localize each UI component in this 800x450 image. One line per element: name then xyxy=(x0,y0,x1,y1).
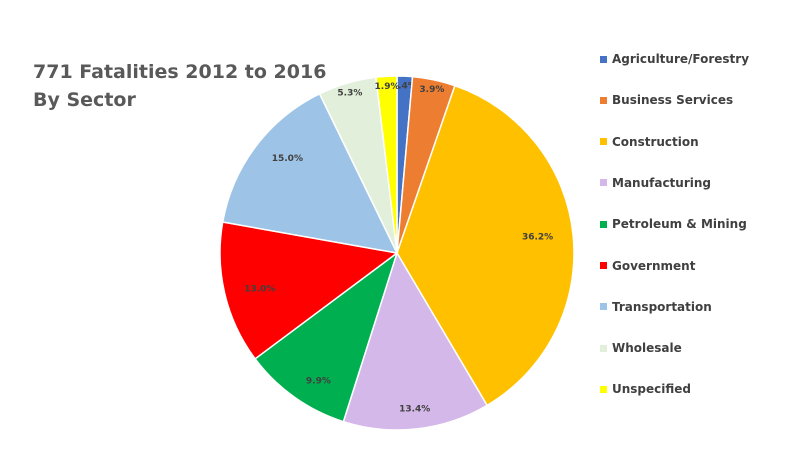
legend-label: Petroleum & Mining xyxy=(612,217,747,232)
data-label-agriculture-forestry: 1.4% xyxy=(392,82,417,92)
legend-swatch xyxy=(600,344,607,352)
legend-swatch xyxy=(600,55,607,63)
legend-swatch xyxy=(600,179,607,187)
data-label-transportation: 15.0% xyxy=(272,154,303,164)
legend-item-government: Government xyxy=(600,256,800,276)
legend-item-business-services: Business Services xyxy=(600,90,800,110)
chart-title-line-2: By Sector xyxy=(33,89,136,111)
legend-swatch xyxy=(600,303,607,311)
pie-slice-manufacturing xyxy=(342,251,489,431)
data-label-petroleum-mining: 9.9% xyxy=(306,376,331,386)
legend-swatch xyxy=(600,262,607,269)
pie-slice-unspecified xyxy=(375,75,398,254)
chart-title-line-1: 771 Fatalities 2012 to 2016 xyxy=(33,61,327,83)
legend-label: Manufacturing xyxy=(612,175,711,190)
legend-label: Wholesale xyxy=(612,341,682,356)
chart-title: 771 Fatalities 2012 to 2016 By Sector xyxy=(33,58,326,114)
pie-slice-transportation xyxy=(221,92,399,254)
legend-item-agriculture-forestry: Agriculture/Forestry xyxy=(600,49,800,69)
data-label-business-services: 3.9% xyxy=(419,85,444,95)
pie-slice-construction xyxy=(396,84,575,407)
legend-item-construction: Construction xyxy=(600,132,800,152)
legend-label: Transportation xyxy=(612,299,712,314)
data-label-construction: 36.2% xyxy=(522,233,553,243)
legend-item-manufacturing: Manufacturing xyxy=(600,173,800,193)
legend-swatch xyxy=(600,385,607,393)
legend-item-petroleum-mining: Petroleum & Mining xyxy=(600,214,800,234)
data-label-manufacturing: 13.4% xyxy=(399,404,430,414)
legend-swatch xyxy=(600,96,607,104)
legend-item-transportation: Transportation xyxy=(600,297,800,317)
data-label-unspecified: 1.9% xyxy=(375,82,400,92)
legend-label: Construction xyxy=(612,134,699,149)
legend-swatch xyxy=(600,138,607,146)
legend-label: Government xyxy=(612,258,696,273)
legend-swatch xyxy=(600,220,607,228)
legend-item-unspecified: Unspecified xyxy=(600,379,800,399)
pie-slice-government xyxy=(219,221,399,360)
data-label-wholesale: 5.3% xyxy=(337,88,362,98)
legend-item-wholesale: Wholesale xyxy=(600,338,800,358)
data-label-government: 13.0% xyxy=(244,285,275,295)
pie-slice-petroleum-mining xyxy=(254,251,399,423)
legend-label: Agriculture/Forestry xyxy=(612,52,750,66)
legend-label: Unspecified xyxy=(612,382,692,397)
legend-label: Business Services xyxy=(612,93,734,108)
